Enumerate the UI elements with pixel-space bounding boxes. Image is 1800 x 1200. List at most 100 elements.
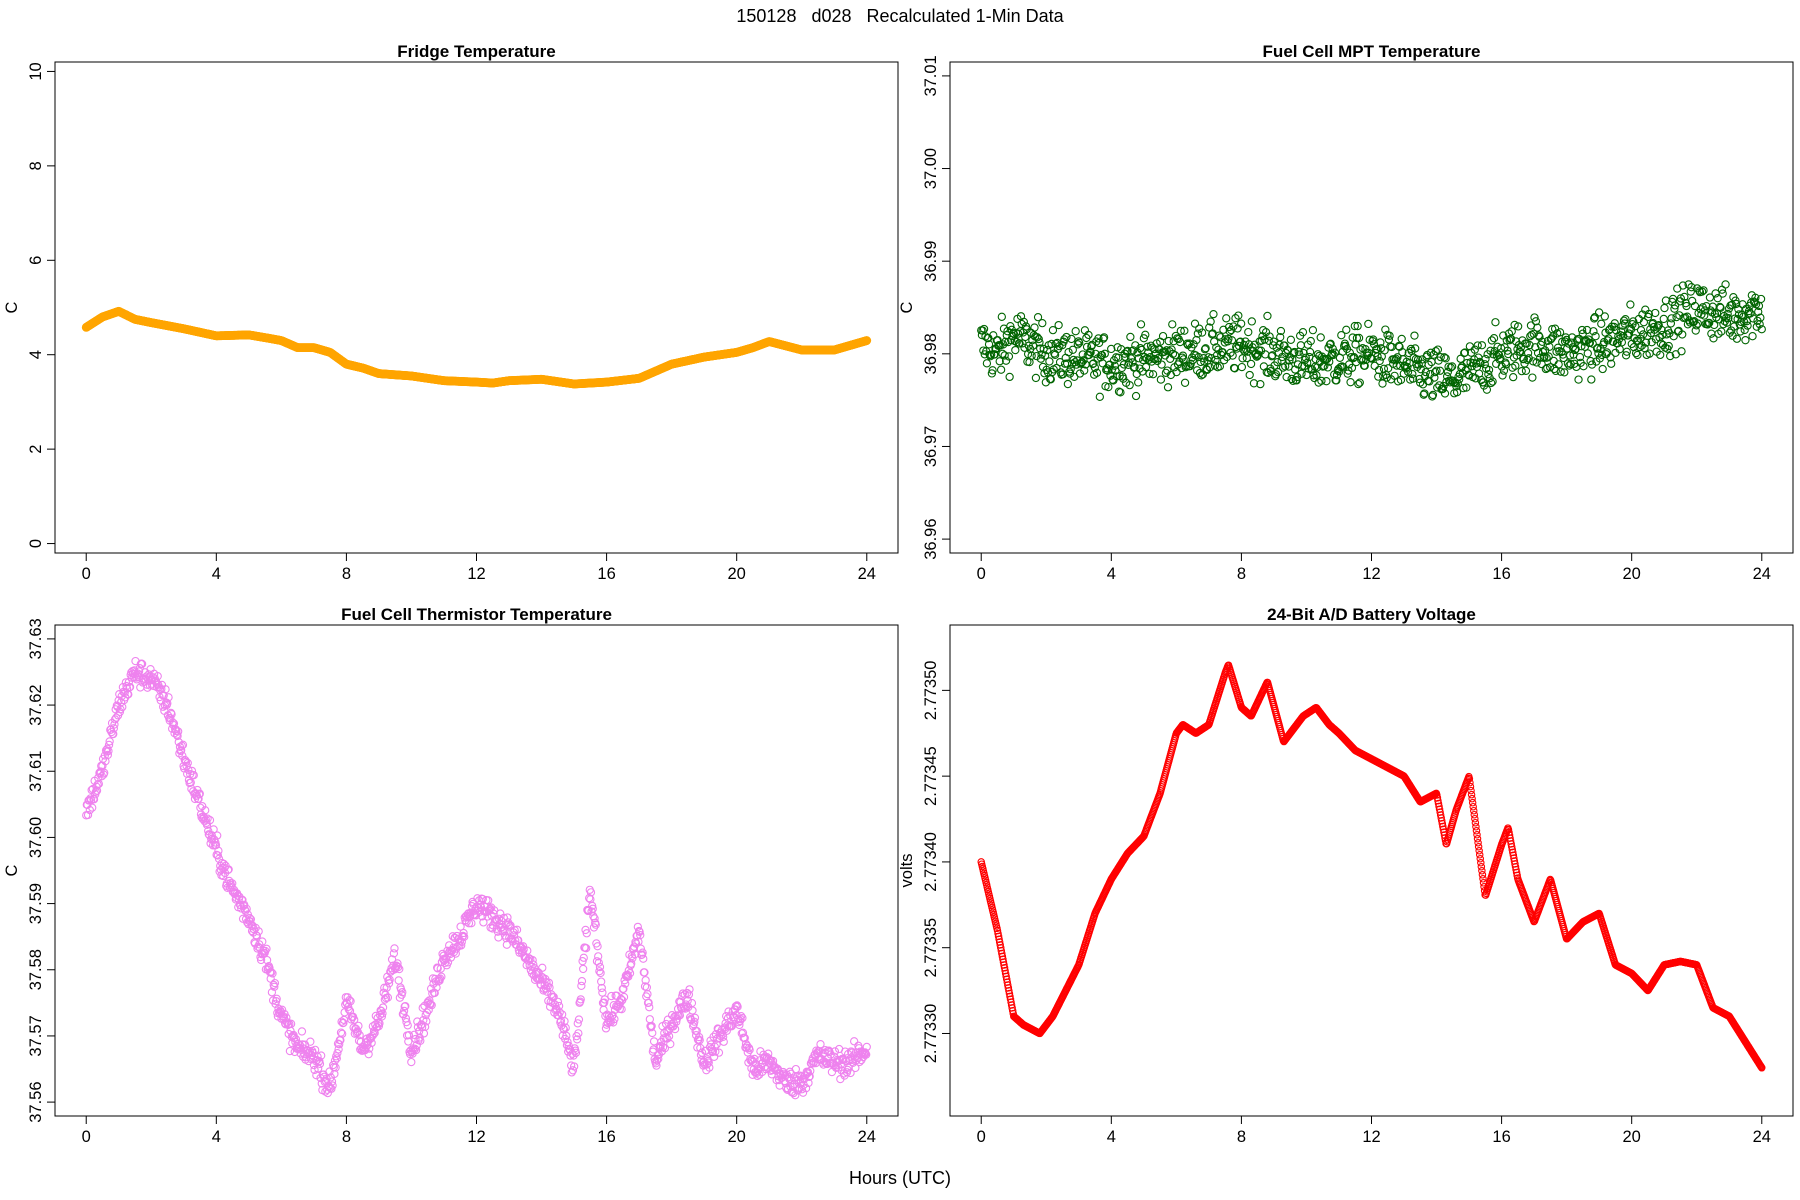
- data-point: [1342, 325, 1351, 334]
- panel-title: Fuel Cell MPT Temperature: [1263, 42, 1481, 61]
- data-point: [1660, 303, 1669, 313]
- y-tick-label: 37.01: [922, 55, 940, 96]
- data-point: [1054, 320, 1063, 330]
- y-tick-label: 2.77345: [922, 746, 940, 806]
- data-point: [862, 336, 872, 345]
- data-point: [1397, 334, 1406, 344]
- data-point: [1375, 356, 1384, 366]
- data-point: [1598, 364, 1607, 374]
- data-point: [1180, 378, 1190, 387]
- data-point: [982, 359, 992, 368]
- data-point: [1574, 375, 1583, 384]
- y-tick-label: 2.77330: [922, 1004, 940, 1064]
- y-tick-label: 37.56: [27, 1081, 45, 1122]
- y-axis-label: C: [3, 301, 21, 313]
- y-tick-label: 36.99: [922, 241, 940, 282]
- y-tick-label: 37.58: [27, 949, 45, 990]
- data-point: [1031, 373, 1041, 383]
- data-point: [390, 944, 399, 953]
- y-tick-label: 10: [27, 62, 45, 80]
- y-tick-label: 2.77335: [922, 918, 940, 978]
- plot-frame: [54, 624, 899, 1117]
- plot-frame: [54, 61, 899, 554]
- data-point: [996, 365, 1006, 374]
- data-point: [1355, 378, 1364, 387]
- data-point: [1168, 320, 1177, 329]
- data-point: [577, 976, 587, 986]
- y-tick-label: 36.96: [922, 518, 940, 559]
- y-tick-label: 37.61: [27, 751, 45, 792]
- x-tick-label: 16: [597, 1128, 615, 1146]
- data-point: [1346, 378, 1355, 387]
- data-point: [297, 1027, 307, 1036]
- x-tick-label: 16: [597, 565, 615, 583]
- data-point: [1131, 391, 1141, 401]
- data-point: [643, 989, 652, 999]
- data-point: [1011, 345, 1020, 355]
- data-point: [394, 976, 403, 985]
- data-point: [579, 964, 588, 974]
- data-point: [1509, 372, 1518, 382]
- data-point: [1748, 332, 1757, 341]
- data-point: [1741, 336, 1750, 345]
- x-tick-label: 0: [82, 1128, 91, 1146]
- y-tick-label: 8: [27, 161, 45, 170]
- x-tick-label: 4: [212, 1128, 221, 1146]
- y-tick-label: 37.62: [27, 684, 45, 725]
- x-tick-label: 16: [1492, 565, 1510, 583]
- data-point: [1071, 327, 1080, 336]
- data-point: [1498, 371, 1507, 380]
- data-point: [1244, 327, 1253, 337]
- data-point: [1136, 320, 1146, 329]
- y-tick-label: 4: [27, 350, 45, 359]
- data-point: [1237, 362, 1247, 372]
- data-point: [1521, 366, 1531, 375]
- x-tick-label: 24: [858, 565, 876, 583]
- data-point: [1134, 378, 1143, 387]
- y-tick-label: 36.97: [922, 426, 940, 467]
- data-point: [1626, 300, 1635, 309]
- data-point: [1707, 329, 1716, 338]
- y-tick-label: 0: [27, 539, 45, 548]
- y-axis-label: C: [898, 301, 916, 313]
- data-point: [1364, 319, 1373, 329]
- y-tick-label: 37.59: [27, 883, 45, 924]
- x-tick-label: 24: [858, 1128, 876, 1146]
- data-point: [1296, 341, 1305, 350]
- data-point: [1633, 350, 1642, 360]
- data-points: [977, 280, 1766, 401]
- data-point: [1597, 319, 1606, 328]
- data-point: [1233, 324, 1242, 333]
- data-point: [1019, 317, 1028, 327]
- data-point: [1237, 319, 1246, 328]
- panel-title: 24-Bit A/D Battery Voltage: [1267, 605, 1476, 624]
- data-point: [1583, 349, 1592, 358]
- data-point: [1636, 325, 1646, 335]
- y-axis-label: C: [3, 864, 21, 876]
- data-point: [827, 1067, 837, 1077]
- y-tick-label: 2.77340: [922, 832, 940, 892]
- data-point: [1528, 373, 1537, 382]
- data-points: [81, 306, 872, 389]
- y-axis-label: volts: [898, 854, 916, 888]
- data-point: [1477, 341, 1487, 350]
- y-tick-label: 6: [27, 256, 45, 265]
- y-tick-label: 37.57: [27, 1015, 45, 1056]
- x-tick-label: 20: [728, 565, 746, 583]
- x-tick-label: 0: [977, 565, 986, 583]
- x-tick-label: 8: [342, 565, 351, 583]
- data-point: [407, 1057, 416, 1067]
- data-point: [1156, 375, 1166, 384]
- data-point: [538, 963, 547, 972]
- data-point: [1245, 370, 1254, 380]
- plot-frame: [949, 61, 1794, 554]
- data-point: [1170, 351, 1180, 360]
- data-point: [1005, 372, 1014, 382]
- data-point: [791, 1064, 801, 1074]
- data-points: [977, 661, 1766, 1072]
- x-tick-label: 20: [1623, 1128, 1641, 1146]
- data-point: [598, 988, 607, 997]
- data-point: [1433, 345, 1443, 354]
